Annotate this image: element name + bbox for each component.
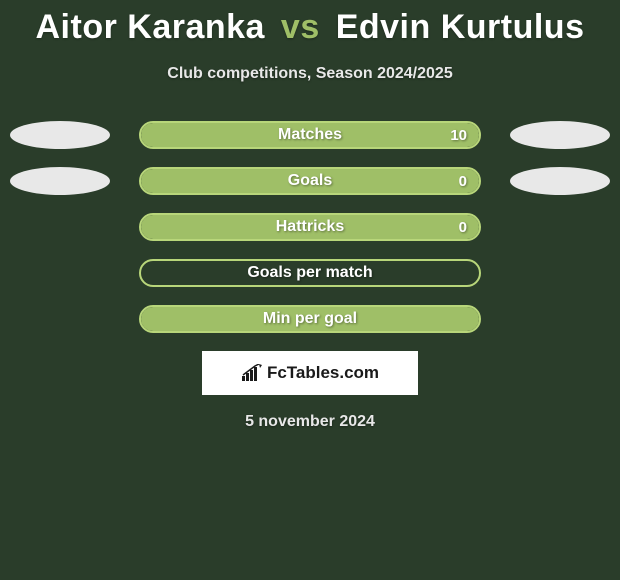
stat-label: Min per goal: [263, 310, 357, 328]
logo-box: FcTables.com: [202, 351, 418, 395]
player1-ellipse: [10, 121, 110, 149]
vs-separator: vs: [281, 8, 320, 46]
stats-rows: Matches 10 Goals 0 Hattricks 0 Goals per match…: [0, 121, 620, 333]
stat-bar: Hattricks 0: [139, 213, 481, 241]
stat-label: Goals: [288, 172, 332, 190]
player1-name: Aitor Karanka: [36, 8, 265, 46]
fctables-logo-icon: [241, 364, 263, 382]
stat-bar: Goals 0: [139, 167, 481, 195]
player2-name: Edvin Kurtulus: [336, 8, 585, 46]
stat-row: Goals per match: [0, 259, 620, 287]
stat-row: Min per goal: [0, 305, 620, 333]
stat-label: Hattricks: [276, 218, 344, 236]
comparison-container: Aitor Karanka vs Edvin Kurtulus Club com…: [0, 0, 620, 431]
stat-value: 10: [450, 127, 467, 144]
page-title: Aitor Karanka vs Edvin Kurtulus: [36, 8, 585, 47]
stat-label: Goals per match: [247, 264, 372, 282]
date-label: 5 november 2024: [245, 413, 375, 431]
player2-ellipse: [510, 167, 610, 195]
stat-row: Hattricks 0: [0, 213, 620, 241]
stat-row: Goals 0: [0, 167, 620, 195]
player1-ellipse: [10, 167, 110, 195]
stat-label: Matches: [278, 126, 342, 144]
stat-row: Matches 10: [0, 121, 620, 149]
stat-bar: Min per goal: [139, 305, 481, 333]
stat-value: 0: [459, 219, 467, 236]
stat-bar: Matches 10: [139, 121, 481, 149]
stat-bar: Goals per match: [139, 259, 481, 287]
stat-value: 0: [459, 173, 467, 190]
subtitle: Club competitions, Season 2024/2025: [167, 65, 452, 83]
player2-ellipse: [510, 121, 610, 149]
logo-text: FcTables.com: [267, 363, 379, 383]
